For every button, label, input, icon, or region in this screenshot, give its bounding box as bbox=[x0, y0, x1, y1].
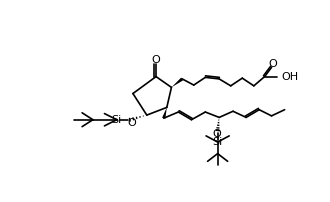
Text: O: O bbox=[127, 118, 136, 128]
Polygon shape bbox=[172, 78, 183, 87]
Text: Si: Si bbox=[112, 115, 122, 125]
Text: OH: OH bbox=[281, 72, 299, 82]
Text: O: O bbox=[152, 55, 160, 65]
Text: O: O bbox=[268, 59, 277, 69]
Text: Si: Si bbox=[213, 137, 223, 147]
Polygon shape bbox=[162, 107, 167, 119]
Text: O: O bbox=[213, 129, 221, 139]
